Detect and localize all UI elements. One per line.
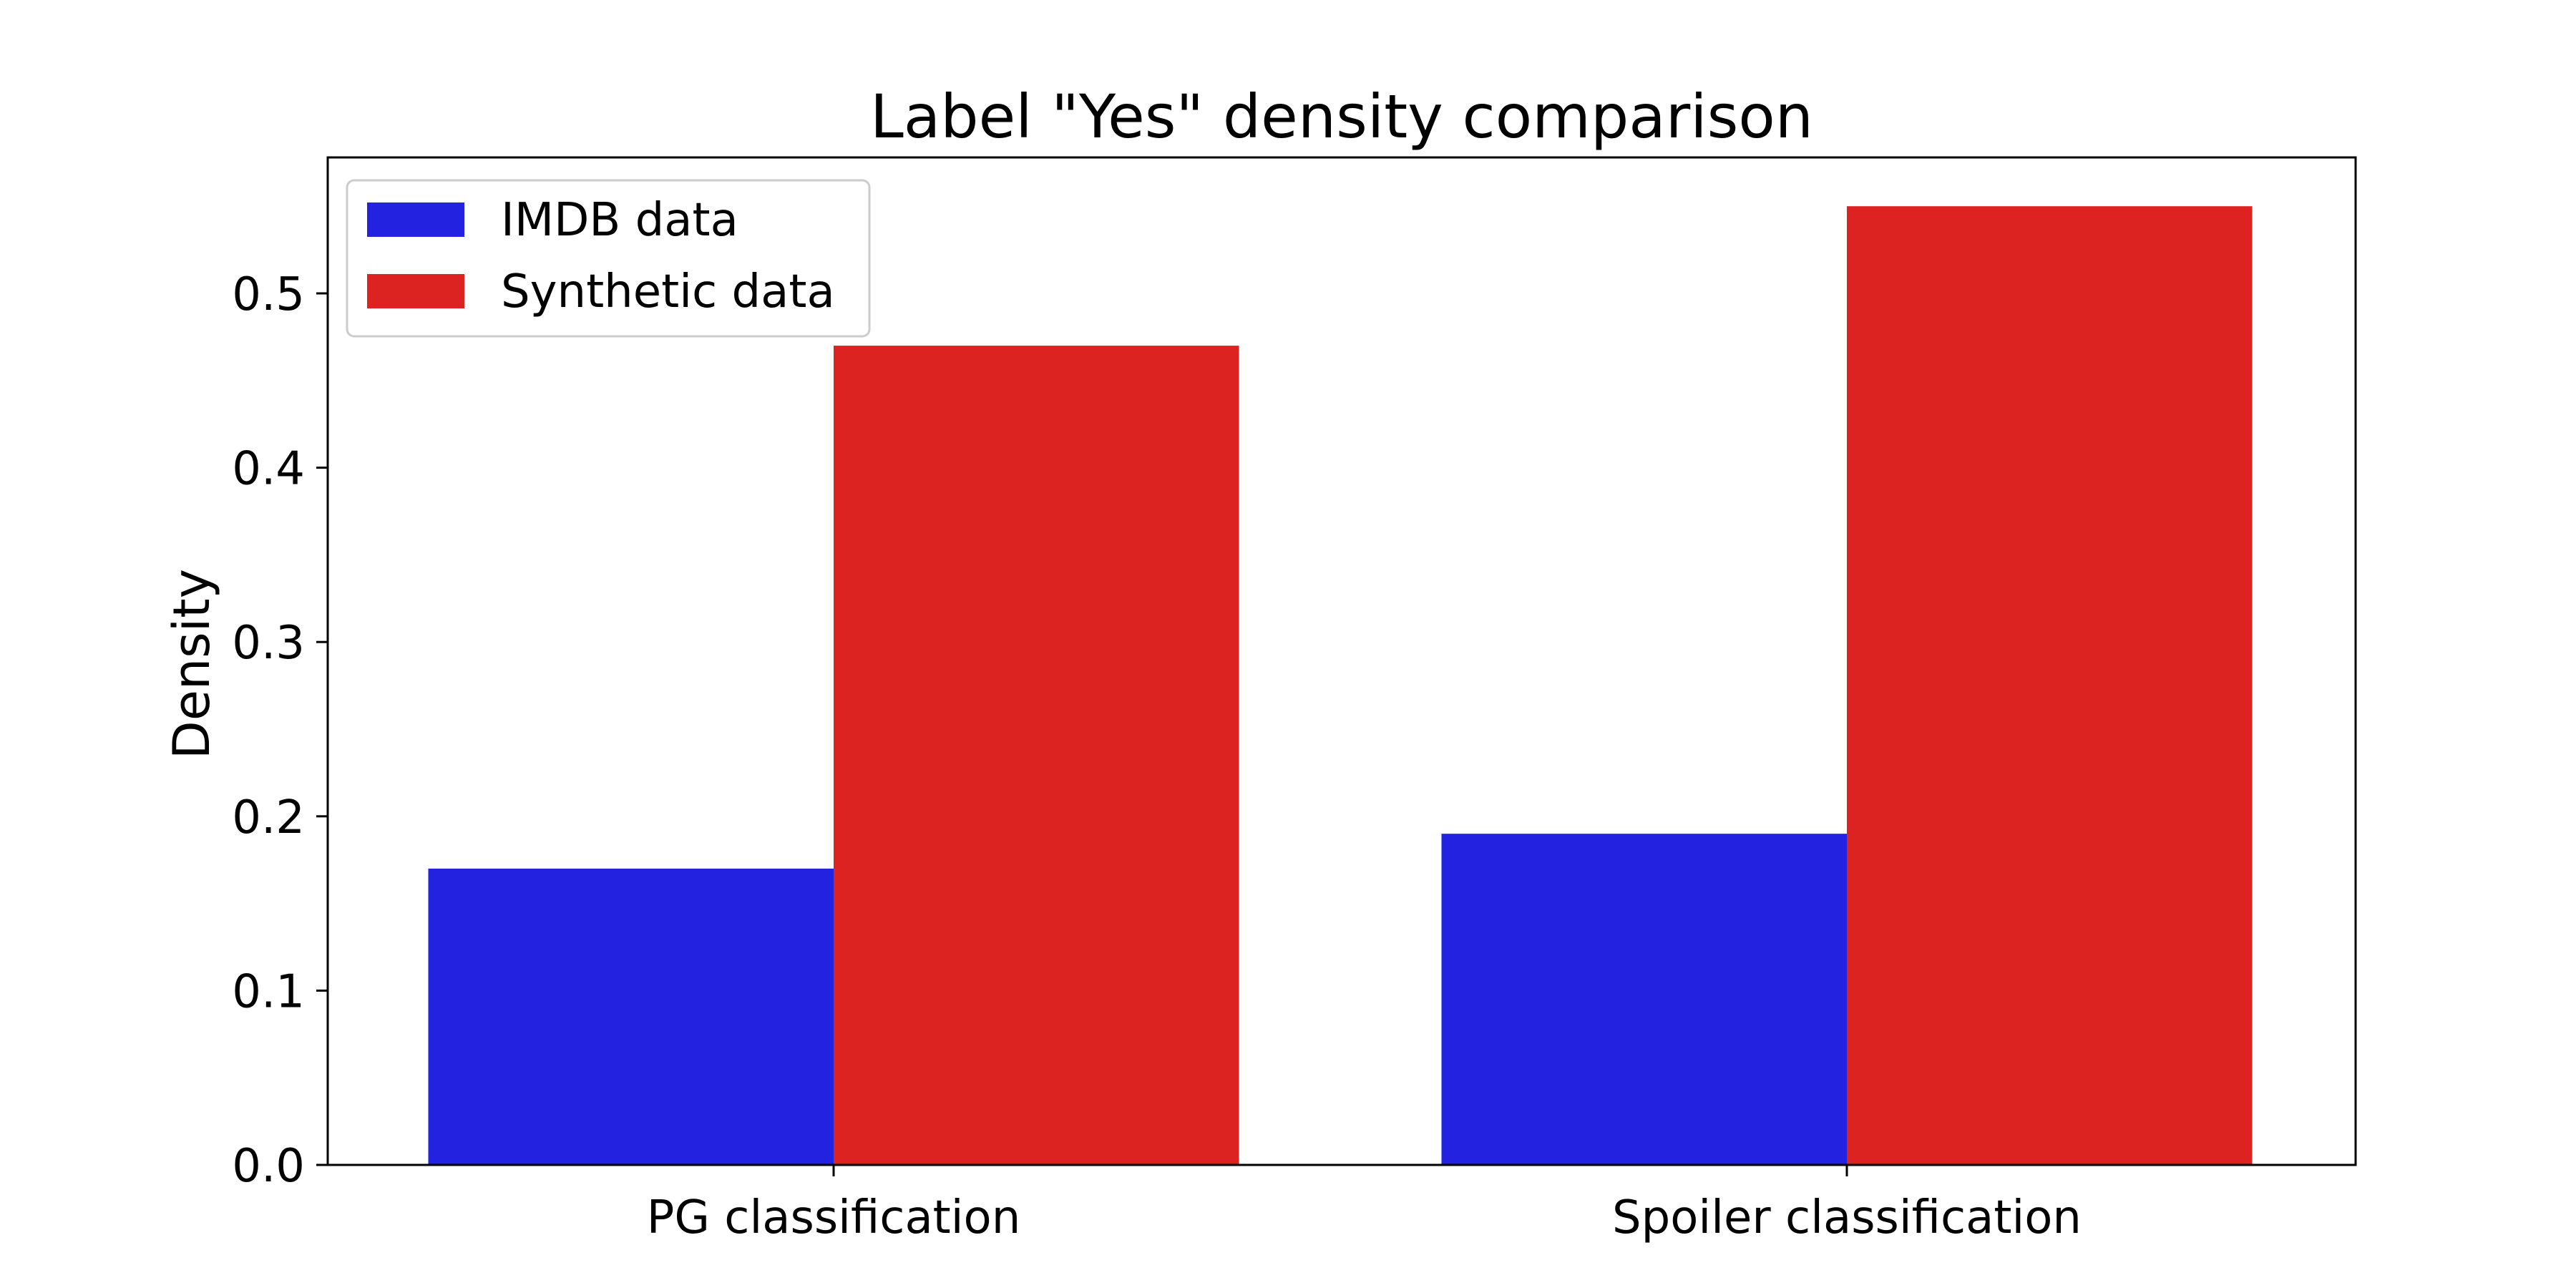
y-tick-label: 0.2 — [232, 791, 305, 844]
chart-title: Label "Yes" density comparison — [870, 82, 1813, 152]
x-tick-label: Spoiler classification — [1612, 1191, 2082, 1244]
y-axis-label: Density — [162, 569, 221, 759]
legend-swatch-synthetic-data — [367, 274, 464, 308]
y-tick-label: 0.4 — [232, 443, 305, 496]
legend-box — [346, 179, 871, 338]
bar-synthetic-data-1 — [834, 346, 1239, 1165]
legend: IMDB data Synthetic data — [346, 179, 871, 338]
bar-synthetic-data-2 — [1847, 206, 2253, 1165]
y-tick-label: 0.0 — [232, 1140, 305, 1193]
legend-label-synthetic-data: Synthetic data — [501, 265, 835, 318]
y-tick-label: 0.5 — [232, 268, 305, 321]
y-tick-label: 0.3 — [232, 617, 305, 670]
x-tick-label: PG classification — [647, 1191, 1021, 1244]
legend-label-imdb-data: IMDB data — [501, 194, 738, 247]
y-tick-label: 0.1 — [232, 965, 305, 1018]
plot-frame — [326, 156, 2357, 1166]
bar-imdb-data-2 — [1441, 834, 1847, 1165]
bars-layer — [428, 206, 2253, 1165]
ticks-layer: PG classification Spoiler classification 0… — [232, 268, 2082, 1244]
legend-swatch-imdb-data — [367, 203, 464, 237]
bar-imdb-data-1 — [428, 868, 834, 1165]
